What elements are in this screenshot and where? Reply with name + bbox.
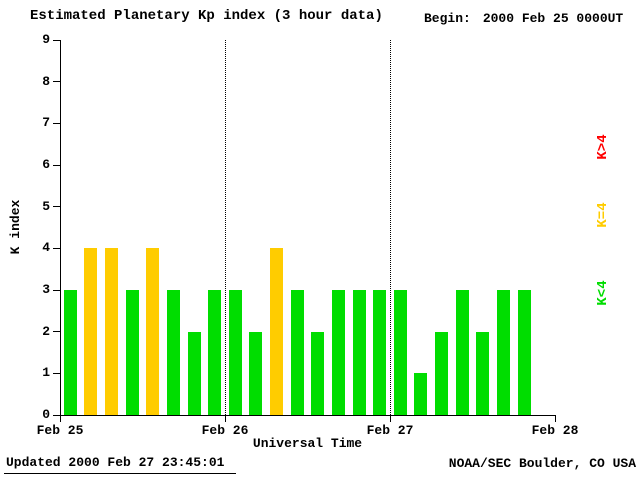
- y-axis-title: K index: [8, 199, 23, 255]
- day-separator-line: [389, 40, 391, 415]
- y-tick-label: 2: [42, 323, 50, 339]
- kp-bar: [435, 331, 449, 415]
- kp-bar: [187, 331, 201, 415]
- kp-bar: [125, 290, 139, 415]
- y-tick-label: 4: [42, 240, 50, 256]
- credit-text: NOAA/SEC Boulder, CO USA: [448, 456, 636, 471]
- kp-bar: [146, 248, 160, 415]
- x-tick-label: Feb 28: [531, 423, 579, 438]
- y-tick-label: 8: [42, 73, 50, 89]
- kp-bar: [476, 331, 490, 415]
- x-axis-title: Universal Time: [252, 436, 363, 451]
- day-separator-line: [224, 40, 226, 415]
- y-axis-line: [60, 40, 61, 416]
- kp-bar: [414, 373, 428, 415]
- kp-bar: [496, 290, 510, 415]
- y-tick-label: 5: [42, 198, 50, 214]
- y-tick: [53, 81, 60, 83]
- kp-bar: [517, 290, 531, 415]
- kp-bar: [63, 290, 77, 415]
- y-tick: [53, 414, 60, 416]
- begin-label: Begin:: [424, 11, 471, 26]
- x-tick: [554, 415, 556, 422]
- y-tick-label: 1: [42, 365, 50, 381]
- kp-bar: [373, 290, 387, 415]
- kp-bar: [270, 248, 284, 415]
- kp-bar: [455, 290, 469, 415]
- y-tick: [53, 372, 60, 374]
- kp-bar: [84, 248, 98, 415]
- x-tick-label: Feb 26: [201, 423, 249, 438]
- plot-area: 0 1 2 3 4 5 6 7 8 9 Feb 25 Feb 26 Feb 27 Feb 28: [37, 32, 579, 438]
- x-tick-label: Feb 25: [36, 423, 84, 438]
- begin-value: 2000 Feb 25 0000UT: [482, 11, 624, 26]
- y-tick-label: 6: [42, 157, 50, 172]
- x-tick: [59, 415, 61, 422]
- kp-bar: [105, 248, 119, 415]
- y-tick: [53, 164, 60, 166]
- chart-title: Estimated Planetary Kp index (3 hour dat…: [30, 8, 383, 24]
- y-tick: [53, 331, 60, 333]
- y-tick-label: 9: [42, 32, 50, 47]
- legend-k-lt-4: K<4: [595, 280, 611, 306]
- x-tick-label: Feb 27: [366, 423, 414, 438]
- begin-timestamp: Begin: 2000 Feb 25 0000UT: [424, 11, 623, 26]
- y-tick-label: 3: [42, 282, 50, 297]
- kp-bar: [352, 290, 366, 415]
- y-tick: [53, 122, 60, 124]
- legend-k-eq-4: K=4: [595, 202, 611, 228]
- kp-bar: [208, 290, 222, 415]
- updated-timestamp: Updated 2000 Feb 27 23:45:01: [4, 455, 237, 474]
- y-tick: [53, 39, 60, 41]
- kp-bar: [228, 290, 242, 415]
- x-axis-line: [60, 415, 556, 416]
- kp-bar: [290, 290, 304, 415]
- y-tick: [53, 289, 60, 291]
- kp-bar: [311, 331, 325, 415]
- y-tick-label: 0: [42, 407, 50, 422]
- x-tick: [224, 415, 226, 422]
- kp-bar: [249, 331, 263, 415]
- kp-bar: [393, 290, 407, 415]
- y-tick-label: 7: [42, 115, 50, 131]
- y-tick: [53, 247, 60, 249]
- legend-k-gt-4: K>4: [595, 134, 611, 160]
- kp-bar: [166, 290, 180, 415]
- x-tick: [389, 415, 391, 422]
- kp-bar: [331, 290, 345, 415]
- y-tick: [53, 206, 60, 208]
